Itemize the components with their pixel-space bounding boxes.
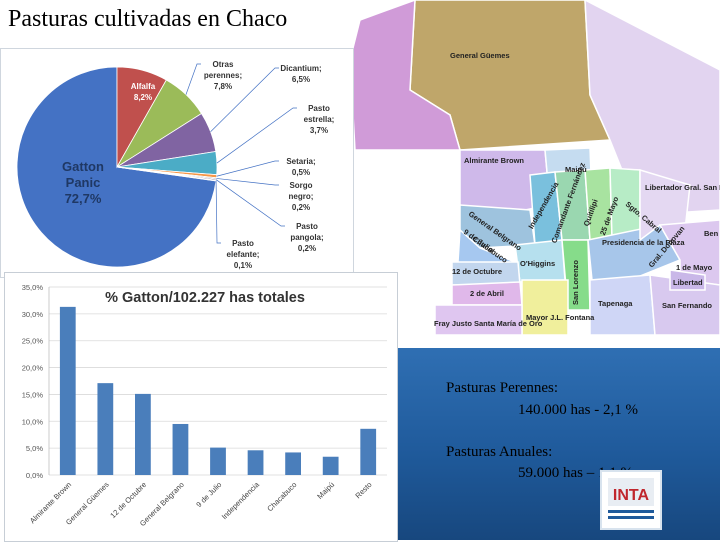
pie-label-5: Pasto estrella; 3,7%	[304, 104, 335, 135]
bar-ytick-label: 25,0%	[22, 337, 44, 346]
map-region-libertad	[669, 269, 706, 291]
bar-ytick-label: 0,0%	[26, 471, 43, 480]
bar-1	[59, 306, 76, 475]
pie-leader-line-9	[215, 180, 221, 244]
pie-chart: Gatton Panic 72,7% Alfalfa 8,2% Otras perennes…	[16, 60, 335, 270]
chaco-map: General Güemes Almirante Brown Maipú Ind…	[349, 0, 720, 336]
bar-category-label: Chacabuco	[265, 480, 298, 513]
pie-chart-panel: Gatton Panic 72,7% Alfalfa 8,2% Otras perennes…	[0, 48, 354, 278]
map-label-tapenaga: Tapenaga	[598, 299, 633, 308]
bar-category-label: Independencia	[220, 479, 262, 521]
pie-label-9: Pasto elefante; 0,1%	[227, 239, 260, 270]
pie-leader-line-7	[216, 178, 279, 186]
map-label-maipu: Maipú	[565, 165, 587, 174]
anuales-label: Pasturas Anuales:	[446, 444, 553, 460]
bar-2	[97, 383, 114, 475]
pie-slice-1	[16, 66, 217, 268]
map-label-fray-justo: Fray Justo Santa María de Oro	[434, 319, 543, 328]
map-label-ohiggins: O'Higgins	[520, 259, 555, 268]
map-region-general-belgrano	[459, 204, 536, 249]
inta-logo: INTA	[600, 470, 662, 530]
map-label-almirante-brown: Almirante Brown	[464, 156, 524, 165]
bar-category-label: 12 de Octubre	[108, 480, 148, 520]
pie-label-4: Dicantium; 6,5%	[280, 64, 321, 84]
map-label-libertador: Libertador Gral. San Martín	[645, 183, 720, 192]
bar-ytick-label: 10,0%	[22, 417, 44, 426]
map-label-libertad: Libertad	[673, 278, 703, 287]
bar-category-label: 9 de Julio	[194, 480, 223, 509]
bar-ytick-label: 20,0%	[22, 364, 44, 373]
bar-5	[210, 447, 226, 475]
map-label-12-de-octubre: 12 de Octubre	[452, 267, 502, 276]
map-label-2-de-abril: 2 de Abril	[470, 289, 504, 298]
pie-leader-line-6	[216, 160, 279, 177]
map-label-san-lorenzo: San Lorenzo	[571, 260, 580, 305]
pie-label-1: Gatton Panic 72,7%	[62, 159, 104, 206]
bar-8	[322, 456, 339, 475]
bar-7	[285, 452, 301, 475]
map-label-ben: Ben	[704, 229, 719, 238]
bar-chart-title: % Gatton/102.227 has totales	[105, 290, 305, 306]
bar-ytick-label: 5,0%	[26, 444, 43, 453]
bar-category-label: Maipú	[315, 480, 336, 501]
pie-label-7: Sorgo negro; 0,2%	[289, 181, 314, 212]
map-label-1-de-mayo: 1 de Mayo	[676, 263, 713, 272]
pie-label-2: Alfalfa 8,2%	[131, 82, 156, 102]
map-region-fray-justo	[434, 304, 523, 336]
bar-6	[247, 450, 264, 475]
slide-title: Pasturas cultivadas en Chaco	[8, 6, 288, 32]
pie-label-6: Setaria; 0,5%	[286, 157, 315, 177]
pie-leader-line-8	[215, 179, 285, 227]
bar-9	[360, 428, 377, 475]
map-label-mayor-fontana: Mayor J.L. Fontana	[526, 313, 595, 322]
bar-ytick-label: 30,0%	[22, 310, 44, 319]
pie-leader-line-3	[185, 63, 201, 95]
pie-leader-line-5	[216, 107, 297, 164]
pie-leader-line-4	[210, 67, 279, 133]
bar-chart: % Gatton/102.227 has totales 0,0% 5,0% 10,…	[22, 283, 387, 528]
inta-logo-mark: INTA	[608, 478, 654, 519]
bar-3	[135, 393, 151, 475]
bar-4	[172, 423, 189, 475]
bar-chart-panel: % Gatton/102.227 has totales 0,0% 5,0% 10,…	[4, 272, 398, 542]
bar-ytick-label: 35,0%	[22, 283, 44, 292]
perennes-value: 140.000 has - 2,1 %	[518, 402, 638, 418]
map-label-san-fernando: San Fernando	[662, 301, 712, 310]
map-label-general-guemes: General Güemes	[450, 51, 510, 60]
info-panel	[396, 348, 720, 540]
pie-label-3: Otras perennes; 7,8%	[204, 60, 242, 91]
perennes-label: Pasturas Perennes:	[446, 380, 559, 396]
bar-category-label: Resto	[353, 480, 373, 500]
pie-label-8: Pasto pangola; 0,2%	[290, 222, 323, 253]
map-label-presidencia: Presidencia de la Plaza	[602, 238, 685, 247]
inta-logo-text: INTA	[613, 487, 650, 504]
bar-ytick-label: 15,0%	[22, 390, 44, 399]
